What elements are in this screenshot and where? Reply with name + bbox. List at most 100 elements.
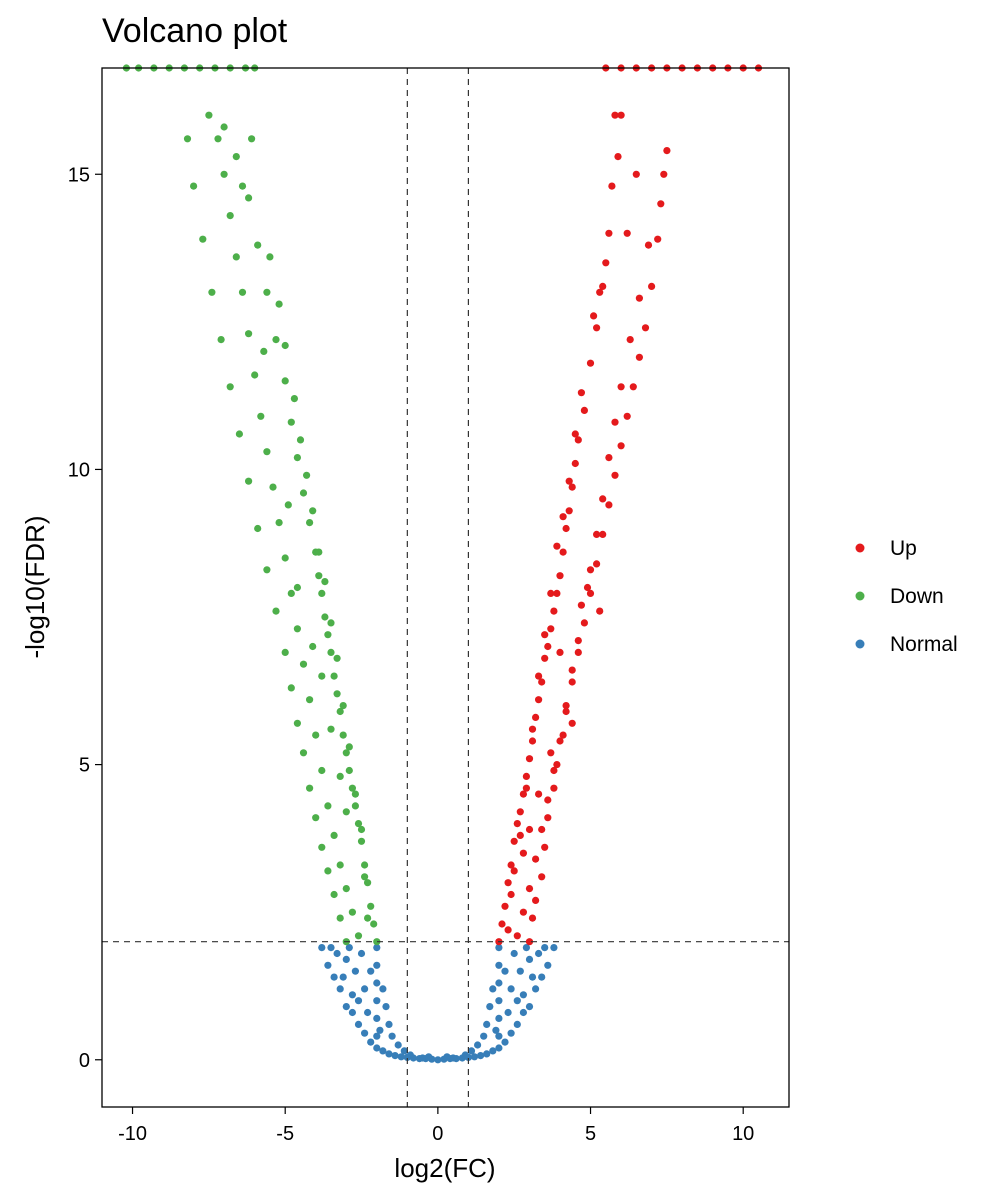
point-down-70 <box>254 524 262 533</box>
point-normal-65 <box>354 997 363 1005</box>
point-down-96 <box>361 873 369 881</box>
point-down-47 <box>269 483 277 491</box>
point-normal-72 <box>528 973 537 981</box>
point-down-35 <box>342 885 350 893</box>
y-tick-label-0: 0 <box>79 1050 90 1072</box>
x-tick-label-2: 0 <box>432 1123 443 1145</box>
point-up-58 <box>641 324 650 332</box>
point-down-7 <box>351 802 359 810</box>
point-up-56 <box>629 383 637 391</box>
point-down-99 <box>260 347 268 355</box>
point-down-27 <box>263 288 271 296</box>
point-up-17 <box>547 625 555 633</box>
point-down-33 <box>354 932 363 940</box>
legend: Up Down Normal <box>855 537 958 656</box>
point-normal-27 <box>483 1050 491 1058</box>
point-down-54 <box>226 212 234 220</box>
legend-key-normal <box>855 639 865 649</box>
point-up-72 <box>559 731 567 739</box>
point-normal-92 <box>522 944 531 952</box>
point-up-68 <box>541 843 549 851</box>
point-down-11 <box>339 731 347 739</box>
point-down-71 <box>245 477 253 485</box>
point-normal-8 <box>367 1038 375 1046</box>
point-normal-36 <box>538 973 546 981</box>
point-up-34 <box>614 153 622 161</box>
point-normal-0 <box>318 944 326 952</box>
point-up-102 <box>507 890 515 899</box>
point-down-77 <box>190 182 198 190</box>
point-normal-46 <box>394 1041 402 1049</box>
point-up-2 <box>501 902 509 910</box>
point-up-16 <box>544 642 552 651</box>
point-up-73 <box>562 702 570 710</box>
point-up-24 <box>568 483 576 491</box>
point-normal-54 <box>480 1032 488 1040</box>
point-up-53 <box>611 471 619 479</box>
point-down-21 <box>306 519 314 527</box>
point-normal-32 <box>513 1020 521 1028</box>
point-down-80 <box>238 182 247 190</box>
point-up-96 <box>541 631 549 639</box>
point-up-109 <box>535 790 543 798</box>
point-up-100 <box>516 831 524 840</box>
point-down-87 <box>309 507 317 515</box>
point-normal-66 <box>510 949 518 958</box>
chart-title: Volcano plot <box>102 12 288 50</box>
point-down-30 <box>232 153 240 161</box>
point-up-62 <box>660 170 668 178</box>
point-down-6 <box>354 820 363 828</box>
point-normal-35 <box>532 985 540 993</box>
point-down-22 <box>299 489 308 497</box>
point-up-14 <box>538 678 546 686</box>
point-up-3 <box>504 879 512 887</box>
x-tick-label-4: 10 <box>732 1123 754 1145</box>
point-up-84 <box>635 294 644 302</box>
point-down-98 <box>284 501 292 509</box>
point-normal-47 <box>400 1047 408 1055</box>
point-normal-55 <box>474 1041 482 1049</box>
point-up-27 <box>580 406 589 414</box>
point-down-78 <box>183 135 192 143</box>
point-up-105 <box>596 607 604 615</box>
point-up-31 <box>602 259 610 267</box>
point-down-8 <box>348 784 356 792</box>
point-up-11 <box>528 737 537 745</box>
point-up-50 <box>593 560 601 568</box>
point-down-79 <box>248 135 256 143</box>
point-normal-89 <box>367 967 375 975</box>
point-down-48 <box>263 448 271 456</box>
point-down-40 <box>312 731 320 739</box>
point-down-45 <box>281 554 289 562</box>
x-axis-title: log2(FC) <box>394 1153 495 1183</box>
point-down-81 <box>266 253 274 261</box>
point-down-3 <box>364 879 372 887</box>
point-down-64 <box>299 749 308 757</box>
point-normal-31 <box>507 1029 515 1037</box>
point-normal-41 <box>373 979 381 987</box>
point-up-97 <box>535 672 543 680</box>
point-down-61 <box>318 843 326 851</box>
point-normal-68 <box>525 955 534 964</box>
point-down-95 <box>357 825 366 834</box>
point-down-29 <box>245 194 253 202</box>
point-down-105 <box>342 808 350 816</box>
point-normal-69 <box>535 949 543 958</box>
point-normal-85 <box>425 1053 433 1061</box>
point-down-92 <box>339 702 347 710</box>
point-normal-90 <box>501 967 509 975</box>
point-up-87 <box>632 170 640 178</box>
point-normal-25 <box>470 1053 479 1061</box>
point-up-55 <box>623 412 631 420</box>
point-normal-38 <box>550 944 558 952</box>
point-up-83 <box>626 336 634 344</box>
point-up-71 <box>553 761 561 769</box>
point-down-63 <box>306 784 314 792</box>
point-normal-86 <box>443 1053 451 1061</box>
point-up-93 <box>559 513 567 521</box>
point-down-49 <box>257 412 265 420</box>
point-up-9 <box>522 772 531 781</box>
point-down-94 <box>351 790 359 798</box>
point-down-74 <box>217 336 225 344</box>
point-up-13 <box>535 696 543 704</box>
